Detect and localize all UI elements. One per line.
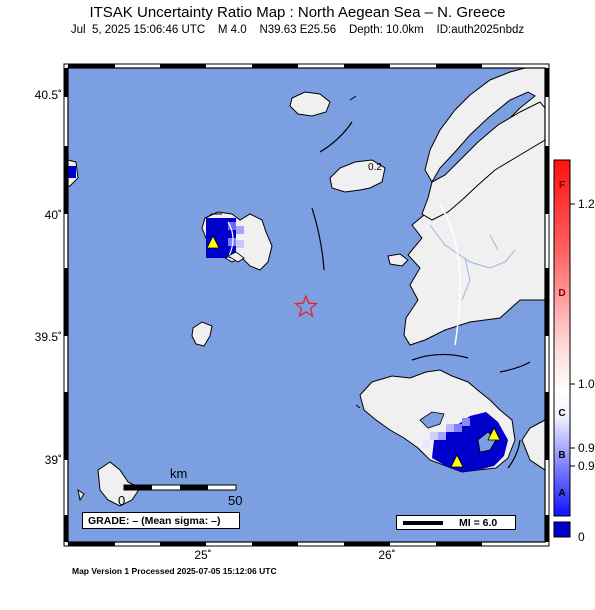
colorbar-value: 0 bbox=[578, 530, 585, 544]
fault-line bbox=[499, 361, 531, 373]
lat-label-40: 40˚ bbox=[44, 208, 62, 222]
river bbox=[429, 224, 516, 269]
footer-note: Map Version 1 Processed 2025-07-05 15:12… bbox=[72, 566, 277, 576]
colorbar-letter-b: B bbox=[558, 450, 566, 461]
mainland-asia-minor bbox=[521, 419, 545, 471]
lat-label-39-5: 39.5˚ bbox=[34, 330, 62, 344]
station-marker bbox=[487, 427, 501, 441]
colorbar-value: 0.9 bbox=[578, 441, 595, 455]
lon-label-26: 26˚ bbox=[378, 548, 396, 562]
colorbar-letter-d: D bbox=[558, 288, 566, 299]
fault-line bbox=[507, 439, 521, 469]
scale-end: 50 bbox=[228, 493, 243, 508]
island-imbros bbox=[329, 159, 386, 193]
lon-label-25: 25˚ bbox=[194, 548, 212, 562]
colorbar-value: 1.0 bbox=[578, 377, 595, 391]
contour-line bbox=[439, 204, 461, 346]
legend-box: MI = 6.0 bbox=[396, 515, 516, 530]
contour-label: 0.2 bbox=[368, 162, 382, 173]
peninsula bbox=[421, 101, 545, 221]
colorbar-value: 0.9 bbox=[578, 459, 595, 473]
scale-title: km bbox=[170, 466, 188, 481]
colorbar-value: 1.2 bbox=[578, 197, 595, 211]
station-marker bbox=[450, 454, 464, 468]
colorbar bbox=[553, 159, 571, 517]
grade-text: GRADE: – (Mean sigma: –) bbox=[88, 514, 221, 527]
fault-line bbox=[411, 353, 469, 361]
uncertainty-patch-lesbos bbox=[432, 412, 508, 472]
fault-line bbox=[319, 121, 353, 153]
map-title: ITSAK Uncertainty Ratio Map : North Aege… bbox=[89, 4, 506, 21]
scale-start: 0 bbox=[118, 493, 126, 508]
epicenter-star bbox=[293, 294, 319, 318]
islet-agios-efstratios bbox=[191, 321, 213, 347]
island-samothrace bbox=[289, 91, 331, 117]
colorbar-letter-c: C bbox=[558, 408, 566, 419]
legend-line bbox=[403, 520, 443, 525]
lat-label-39: 39˚ bbox=[44, 453, 62, 467]
river bbox=[461, 257, 471, 301]
fault-line bbox=[311, 207, 325, 271]
island-tenedos bbox=[387, 253, 409, 267]
colorbar-letter-f: F bbox=[558, 180, 566, 191]
grade-box: GRADE: – (Mean sigma: –) bbox=[82, 512, 240, 529]
colorbar-min-swatch bbox=[553, 521, 571, 538]
scale-bar bbox=[123, 484, 237, 491]
station-marker bbox=[206, 235, 220, 249]
colorbar-letter-a: A bbox=[558, 488, 566, 499]
event-info: Jul 5, 2025 15:06:46 UTC M 4.0 N39.63 E2… bbox=[70, 24, 525, 36]
gulf-kalloni bbox=[419, 411, 445, 429]
lat-label-40-5: 40.5˚ bbox=[34, 88, 62, 102]
island-bottom-left bbox=[97, 461, 141, 507]
river bbox=[489, 234, 499, 251]
legend-label: MI = 6.0 bbox=[459, 516, 498, 529]
frame-ticks bbox=[64, 64, 549, 546]
